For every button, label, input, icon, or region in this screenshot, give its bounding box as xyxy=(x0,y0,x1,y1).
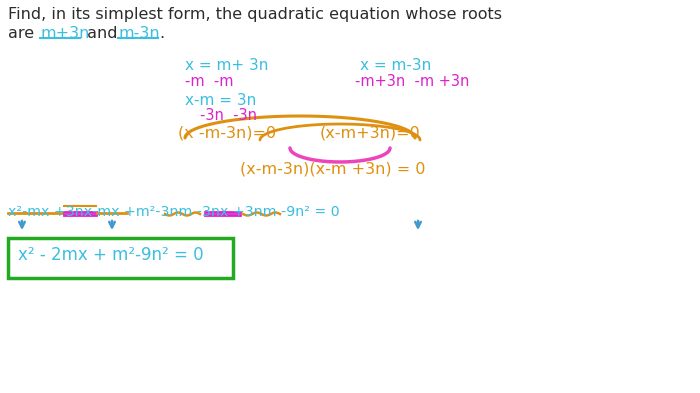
Text: x² - 2mx + m²-9n² = 0: x² - 2mx + m²-9n² = 0 xyxy=(18,246,204,264)
Text: are: are xyxy=(8,26,39,41)
Bar xyxy=(8,238,233,278)
Text: x = m-3n: x = m-3n xyxy=(360,58,431,73)
Text: -m  -m: -m -m xyxy=(185,74,234,89)
Text: x = m+ 3n: x = m+ 3n xyxy=(185,58,268,73)
Text: x-m = 3n: x-m = 3n xyxy=(185,93,256,108)
Text: (x -m-3n)=0: (x -m-3n)=0 xyxy=(178,126,276,141)
Text: -3n  -3n: -3n -3n xyxy=(200,108,257,123)
Text: (x-m-3n)(x-m +3n) = 0: (x-m-3n)(x-m +3n) = 0 xyxy=(240,162,426,177)
Text: Find, in its simplest form, the quadratic equation whose roots: Find, in its simplest form, the quadrati… xyxy=(8,7,502,22)
Text: and: and xyxy=(82,26,122,41)
Text: (x-m+3n)=0: (x-m+3n)=0 xyxy=(320,126,421,141)
Text: m-3n: m-3n xyxy=(118,26,160,41)
Text: x²-mx +3nx-mx +m²-3nm -3nx +3nm -9n² = 0: x²-mx +3nx-mx +m²-3nm -3nx +3nm -9n² = 0 xyxy=(8,205,340,219)
Text: m+3n: m+3n xyxy=(40,26,90,41)
Text: .: . xyxy=(159,26,164,41)
Text: -m+3n  -m +3n: -m+3n -m +3n xyxy=(355,74,470,89)
